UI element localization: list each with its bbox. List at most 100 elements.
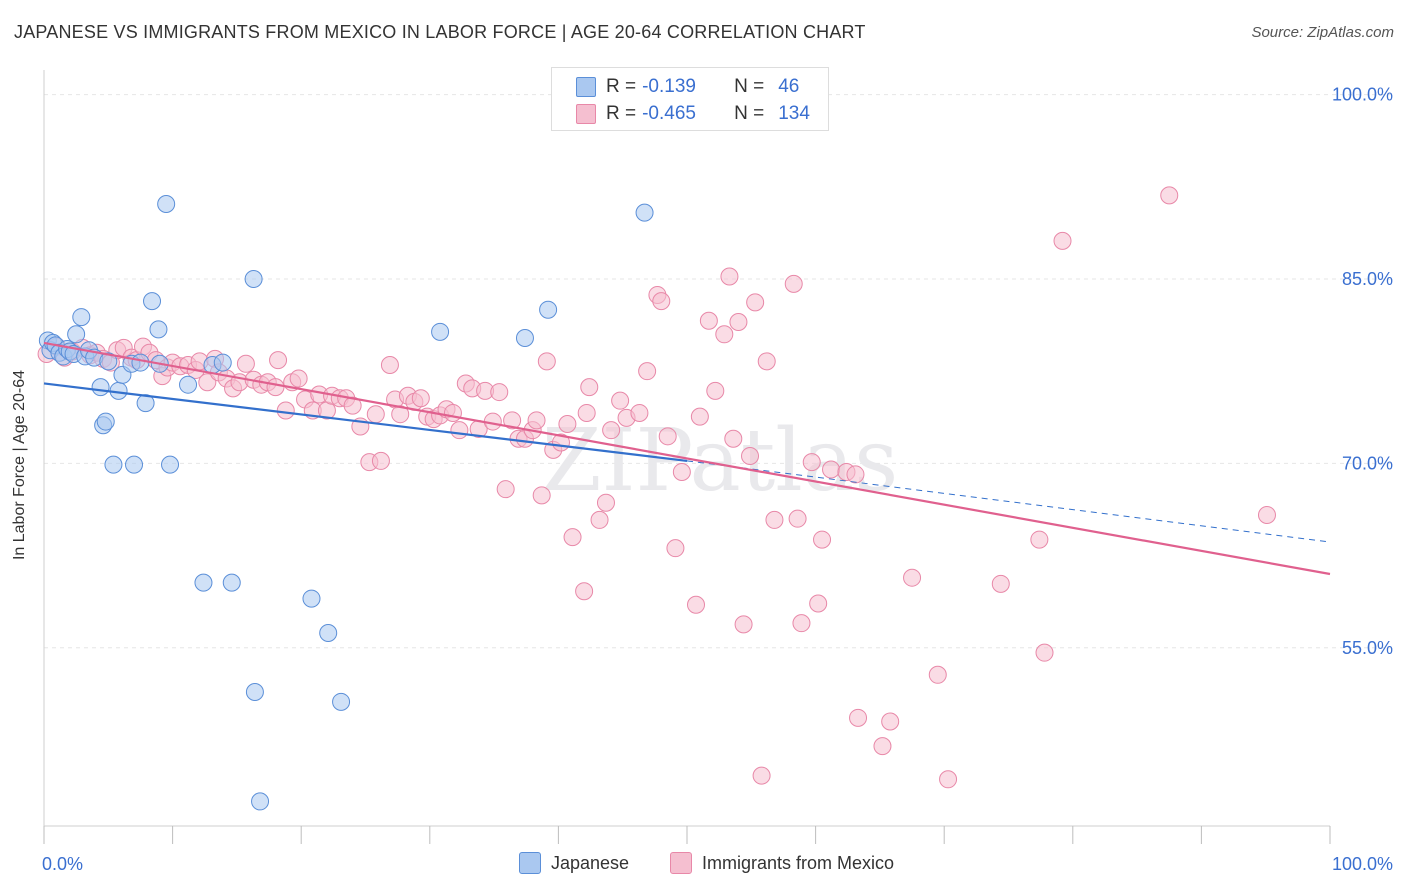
data-point-mexico bbox=[590, 510, 609, 529]
data-point-japanese bbox=[515, 328, 534, 347]
data-point-mexico bbox=[690, 407, 709, 426]
data-point-mexico bbox=[813, 530, 832, 549]
data-point-mexico bbox=[991, 574, 1010, 593]
y-axis-label: In Labor Force | Age 20-64 bbox=[11, 369, 28, 561]
data-point-japanese bbox=[96, 412, 115, 431]
data-point-japanese bbox=[245, 683, 264, 702]
bottom-legend-mexico: Immigrants from Mexico bbox=[670, 852, 894, 874]
data-point-mexico bbox=[1035, 643, 1054, 662]
data-point-japanese bbox=[104, 455, 123, 474]
bottom-legend-label: Immigrants from Mexico bbox=[702, 852, 895, 873]
data-point-japanese bbox=[157, 194, 176, 213]
data-point-mexico bbox=[1053, 231, 1072, 250]
legend-row-japanese: R = -0.139 N = 46 bbox=[576, 74, 799, 100]
bottom-legend-swatch-blue bbox=[519, 852, 541, 874]
data-point-mexico bbox=[652, 292, 671, 311]
y-tick-label: 70.0% bbox=[1342, 453, 1393, 473]
data-point-mexico bbox=[611, 391, 630, 410]
axes bbox=[43, 70, 1331, 844]
data-point-japanese bbox=[131, 353, 150, 372]
data-point-mexico bbox=[822, 460, 841, 479]
data-point-japanese bbox=[99, 352, 118, 371]
data-point-mexico bbox=[266, 378, 285, 397]
legend-swatch-blue bbox=[576, 77, 596, 97]
data-point-mexico bbox=[784, 274, 803, 293]
data-point-japanese bbox=[222, 573, 241, 592]
legend-n-value: 46 bbox=[778, 76, 800, 97]
data-point-japanese bbox=[539, 300, 558, 319]
data-point-mexico bbox=[809, 594, 828, 613]
data-point-mexico bbox=[903, 568, 922, 587]
data-point-mexico bbox=[371, 451, 390, 470]
data-point-mexico bbox=[563, 528, 582, 547]
data-point-mexico bbox=[752, 766, 771, 785]
data-point-mexico bbox=[788, 509, 807, 528]
data-point-japanese bbox=[149, 320, 168, 339]
data-point-mexico bbox=[577, 403, 596, 422]
trend-line-japanese bbox=[43, 382, 688, 462]
legend-r-label: R = bbox=[606, 103, 637, 124]
legend-n-label: N = bbox=[734, 103, 765, 124]
data-point-japanese bbox=[319, 624, 338, 643]
data-point-mexico bbox=[496, 480, 515, 499]
source-label: Source: ZipAtlas.com bbox=[1251, 24, 1394, 41]
data-point-japanese bbox=[143, 292, 162, 311]
data-point-japanese bbox=[194, 573, 213, 592]
bottom-legend-swatch-pink bbox=[670, 852, 692, 874]
data-point-mexico bbox=[928, 665, 947, 684]
legend-n-label: N = bbox=[734, 76, 765, 97]
data-point-mexico bbox=[450, 421, 469, 440]
x-tick-label: 0.0% bbox=[42, 854, 83, 874]
data-point-mexico bbox=[638, 362, 657, 381]
data-point-mexico bbox=[699, 311, 718, 330]
data-point-mexico bbox=[734, 615, 753, 634]
data-point-mexico bbox=[596, 493, 615, 512]
data-point-mexico bbox=[391, 405, 410, 424]
data-point-mexico bbox=[687, 595, 706, 614]
data-point-mexico bbox=[939, 770, 958, 789]
legend-row-mexico: R = -0.465 N = 134 bbox=[576, 101, 810, 127]
data-point-japanese bbox=[161, 455, 180, 474]
data-point-mexico bbox=[236, 354, 255, 373]
data-point-mexico bbox=[1030, 530, 1049, 549]
data-point-mexico bbox=[765, 510, 784, 529]
data-point-mexico bbox=[532, 486, 551, 505]
data-point-mexico bbox=[269, 351, 288, 370]
data-point-mexico bbox=[802, 453, 821, 472]
trend-line-mexico bbox=[43, 341, 1331, 576]
data-point-mexico bbox=[558, 415, 577, 434]
data-point-mexico bbox=[666, 539, 685, 558]
data-point-mexico bbox=[630, 403, 649, 422]
y-tick-label: 100.0% bbox=[1332, 85, 1393, 105]
data-point-mexico bbox=[846, 465, 865, 484]
bottom-legend-label: Japanese bbox=[551, 852, 630, 873]
data-point-mexico bbox=[757, 352, 776, 371]
data-point-mexico bbox=[198, 373, 217, 392]
data-point-mexico bbox=[746, 293, 765, 312]
data-point-mexico bbox=[1257, 505, 1276, 524]
legend-r-value: -0.139 bbox=[642, 76, 696, 97]
legend-n-value: 134 bbox=[778, 103, 810, 124]
data-point-mexico bbox=[881, 712, 900, 731]
data-point-japanese bbox=[67, 325, 86, 344]
data-point-mexico bbox=[366, 405, 385, 424]
data-point-mexico bbox=[849, 708, 868, 727]
data-point-japanese bbox=[179, 375, 198, 394]
y-tick-label: 55.0% bbox=[1342, 638, 1393, 658]
trend-lines bbox=[43, 341, 1331, 576]
data-point-japanese bbox=[302, 589, 321, 608]
data-point-mexico bbox=[527, 411, 546, 430]
x-tick-label: 100.0% bbox=[1332, 854, 1393, 874]
data-point-japanese bbox=[91, 378, 110, 397]
data-point-mexico bbox=[720, 267, 739, 286]
data-point-mexico bbox=[443, 403, 462, 422]
data-point-japanese bbox=[125, 455, 144, 474]
watermark: ZIPatlas bbox=[542, 411, 898, 511]
series-japanese bbox=[38, 194, 654, 811]
data-point-mexico bbox=[724, 429, 743, 448]
data-point-mexico bbox=[1160, 186, 1179, 205]
data-point-japanese bbox=[213, 353, 232, 372]
x-tick-labels: 0.0% 100.0% bbox=[42, 854, 1393, 874]
data-point-mexico bbox=[580, 378, 599, 397]
